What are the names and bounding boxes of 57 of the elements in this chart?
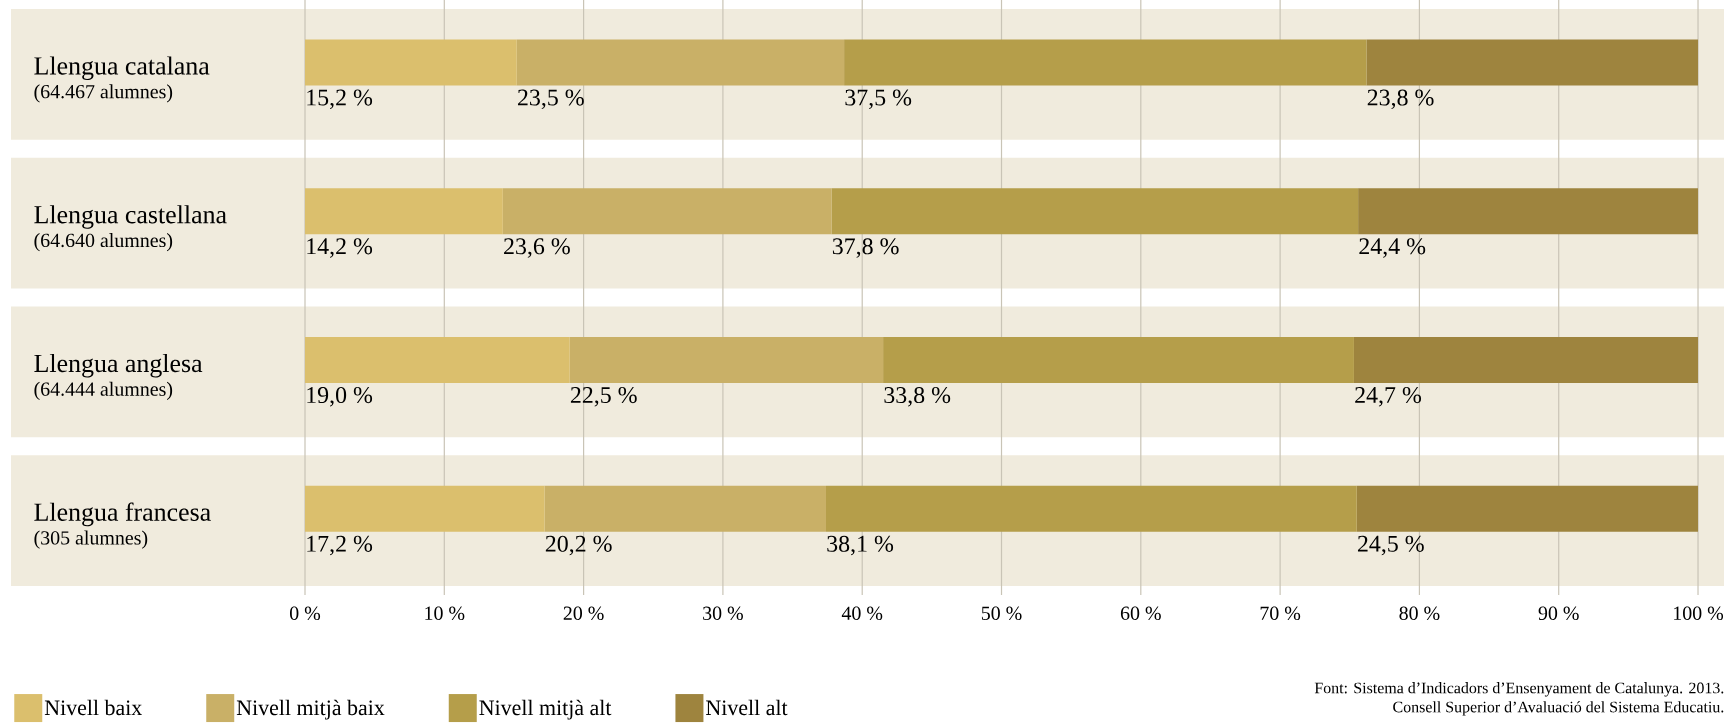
text: (64.444 alumnes) <box>34 381 173 400</box>
legend-label: Nivell mitjà baix <box>236 699 385 720</box>
y-tick-label: Llengua catalana <box>34 56 210 80</box>
data-label: 19,0 % <box>307 386 373 407</box>
text: Font: Sistema d’Indicadors d’Ensenyament de Catalunya. 2013. <box>1314 682 1724 697</box>
data-label: 33,8 % <box>884 386 951 407</box>
x-tick-label: 80 % <box>1399 606 1440 621</box>
x-tick-label: 30 % <box>703 606 743 621</box>
bar <box>305 188 503 235</box>
data-label: 14,2 % <box>307 238 373 258</box>
data-label: 38,1 % <box>827 535 894 556</box>
text: Consell Superior d’Avaluació del Sistema Educatiu. <box>1393 701 1724 716</box>
data-label: 24,5 % <box>1357 535 1424 556</box>
x-tick-label: 50 % <box>981 606 1022 621</box>
data-label: 24,4 % <box>1359 238 1426 258</box>
data-label: 23,8 % <box>1367 89 1434 110</box>
bar <box>305 485 545 532</box>
data-label: 37,5 % <box>845 89 912 110</box>
data-label: 23,6 % <box>504 238 570 258</box>
bar <box>825 485 1357 532</box>
bar <box>544 485 826 532</box>
data-label: 24,7 % <box>1355 386 1422 407</box>
text: (64.640 alumnes) <box>34 233 173 252</box>
y-tick-label: Llengua francesa <box>34 502 211 527</box>
legend-label: Nivell mitjà alt <box>479 699 612 720</box>
text: (305 alumnes) <box>34 530 148 549</box>
x-tick-label: 20 % <box>563 606 604 621</box>
bar <box>844 39 1367 86</box>
data-label: 22,5 % <box>570 386 637 407</box>
bar <box>516 39 845 86</box>
data-label: 17,2 % <box>307 535 373 556</box>
bar <box>1366 39 1699 86</box>
bar <box>1358 188 1699 235</box>
legend-label: Nivell baix <box>44 699 142 716</box>
y-tick-label: Llengua anglesa <box>34 353 203 378</box>
x-tick-label: 0 % <box>289 606 321 621</box>
x-tick-label: 100 % <box>1674 606 1724 621</box>
bar <box>1356 485 1699 532</box>
bar <box>883 336 1354 383</box>
bar <box>305 39 517 86</box>
legend-label: Nivell alt <box>706 699 788 716</box>
data-label: 23,5 % <box>517 89 584 110</box>
x-tick-label: 40 % <box>841 606 883 621</box>
x-tick-label: 60 % <box>1120 606 1161 621</box>
text: (64.467 alumnes) <box>34 84 173 103</box>
bar <box>569 336 884 383</box>
data-label: 37,8 % <box>832 238 899 258</box>
data-label: 15,2 % <box>307 89 373 110</box>
x-tick-label: 10 % <box>425 606 465 621</box>
bar <box>502 188 832 235</box>
y-tick-label: Llengua castellana <box>34 205 227 229</box>
data-label: 20,2 % <box>545 535 612 556</box>
bar <box>1353 336 1699 383</box>
bar <box>831 188 1359 235</box>
x-tick-label: 70 % <box>1260 606 1301 621</box>
bar <box>305 336 570 383</box>
x-tick-label: 90 % <box>1538 606 1579 621</box>
